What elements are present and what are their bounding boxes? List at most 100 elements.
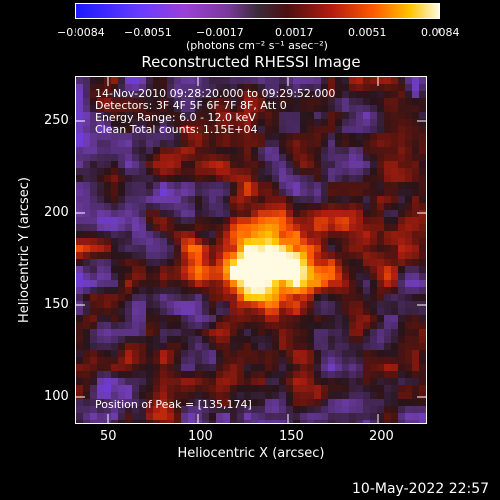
image-pixel: [314, 273, 322, 281]
image-pixel: [258, 280, 266, 288]
image-pixel: [188, 357, 196, 365]
image-pixel: [377, 126, 385, 134]
image-pixel: [272, 399, 280, 407]
image-pixel: [349, 161, 357, 169]
image-pixel: [272, 217, 280, 225]
image-pixel: [300, 357, 308, 365]
image-pixel: [272, 392, 280, 400]
image-pixel: [125, 392, 133, 400]
image-pixel: [202, 133, 210, 141]
image-pixel: [279, 287, 287, 295]
image-pixel: [153, 336, 161, 344]
image-pixel: [167, 98, 175, 106]
image-pixel: [314, 301, 322, 309]
image-pixel: [356, 350, 364, 358]
image-pixel: [174, 322, 182, 330]
image-pixel: [139, 210, 147, 218]
image-pixel: [76, 413, 84, 421]
image-pixel: [90, 294, 98, 302]
image-pixel: [174, 252, 182, 260]
image-pixel: [139, 231, 147, 239]
image-pixel: [293, 406, 301, 414]
image-pixel: [188, 147, 196, 155]
image-pixel: [76, 336, 84, 344]
image-pixel: [412, 420, 420, 423]
image-pixel: [174, 287, 182, 295]
image-pixel: [83, 385, 91, 393]
image-pixel: [230, 301, 238, 309]
image-pixel: [279, 182, 287, 190]
image-pixel: [76, 350, 84, 358]
image-pixel: [272, 378, 280, 386]
image-pixel: [314, 238, 322, 246]
image-pixel: [335, 217, 343, 225]
image-pixel: [265, 273, 273, 281]
image-pixel: [314, 308, 322, 316]
image-pixel: [139, 273, 147, 281]
image-pixel: [160, 238, 168, 246]
image-pixel: [321, 245, 329, 253]
image-pixel: [342, 175, 350, 183]
image-pixel: [321, 217, 329, 225]
image-pixel: [251, 203, 259, 211]
image-pixel: [377, 280, 385, 288]
image-pixel: [216, 224, 224, 232]
y-tick-label: 150: [44, 297, 69, 312]
image-pixel: [139, 364, 147, 372]
image-pixel: [146, 322, 154, 330]
image-pixel: [307, 98, 315, 106]
image-pixel: [90, 133, 98, 141]
image-pixel: [265, 168, 273, 176]
image-pixel: [97, 392, 105, 400]
image-pixel: [279, 98, 287, 106]
image-pixel: [83, 119, 91, 127]
image-pixel: [83, 147, 91, 155]
image-pixel: [97, 343, 105, 351]
image-pixel: [118, 182, 126, 190]
image-pixel: [160, 126, 168, 134]
image-pixel: [412, 133, 420, 141]
image-pixel: [398, 238, 406, 246]
image-pixel: [265, 336, 273, 344]
image-pixel: [286, 203, 294, 211]
image-pixel: [412, 203, 420, 211]
image-pixel: [279, 161, 287, 169]
image-pixel: [272, 287, 280, 295]
image-pixel: [167, 287, 175, 295]
image-pixel: [412, 210, 420, 218]
image-pixel: [244, 287, 252, 295]
image-pixel: [216, 392, 224, 400]
image-pixel: [209, 154, 217, 162]
image-pixel: [398, 161, 406, 169]
image-pixel: [139, 329, 147, 337]
image-pixel: [370, 112, 378, 120]
image-pixel: [335, 105, 343, 113]
image-pixel: [209, 196, 217, 204]
colorbar-ticks: [74, 19, 440, 33]
image-pixel: [258, 385, 266, 393]
image-pixel: [83, 154, 91, 162]
image-pixel: [391, 217, 399, 225]
image-pixel: [174, 154, 182, 162]
image-pixel: [132, 133, 140, 141]
image-pixel: [419, 364, 426, 372]
image-pixel: [223, 161, 231, 169]
image-pixel: [104, 301, 112, 309]
image-pixel: [258, 329, 266, 337]
image-pixel: [251, 189, 259, 197]
image-pixel: [188, 259, 196, 267]
image-pixel: [272, 308, 280, 316]
image-pixel: [216, 119, 224, 127]
image-pixel: [251, 105, 259, 113]
image-pixel: [272, 385, 280, 393]
image-pixel: [160, 91, 168, 99]
image-pixel: [279, 91, 287, 99]
image-pixel: [195, 203, 203, 211]
image-pixel: [216, 161, 224, 169]
image-pixel: [230, 266, 238, 274]
image-pixel: [328, 294, 336, 302]
image-pixel: [209, 217, 217, 225]
image-pixel: [153, 224, 161, 232]
image-pixel: [104, 322, 112, 330]
image-pixel: [188, 91, 196, 99]
